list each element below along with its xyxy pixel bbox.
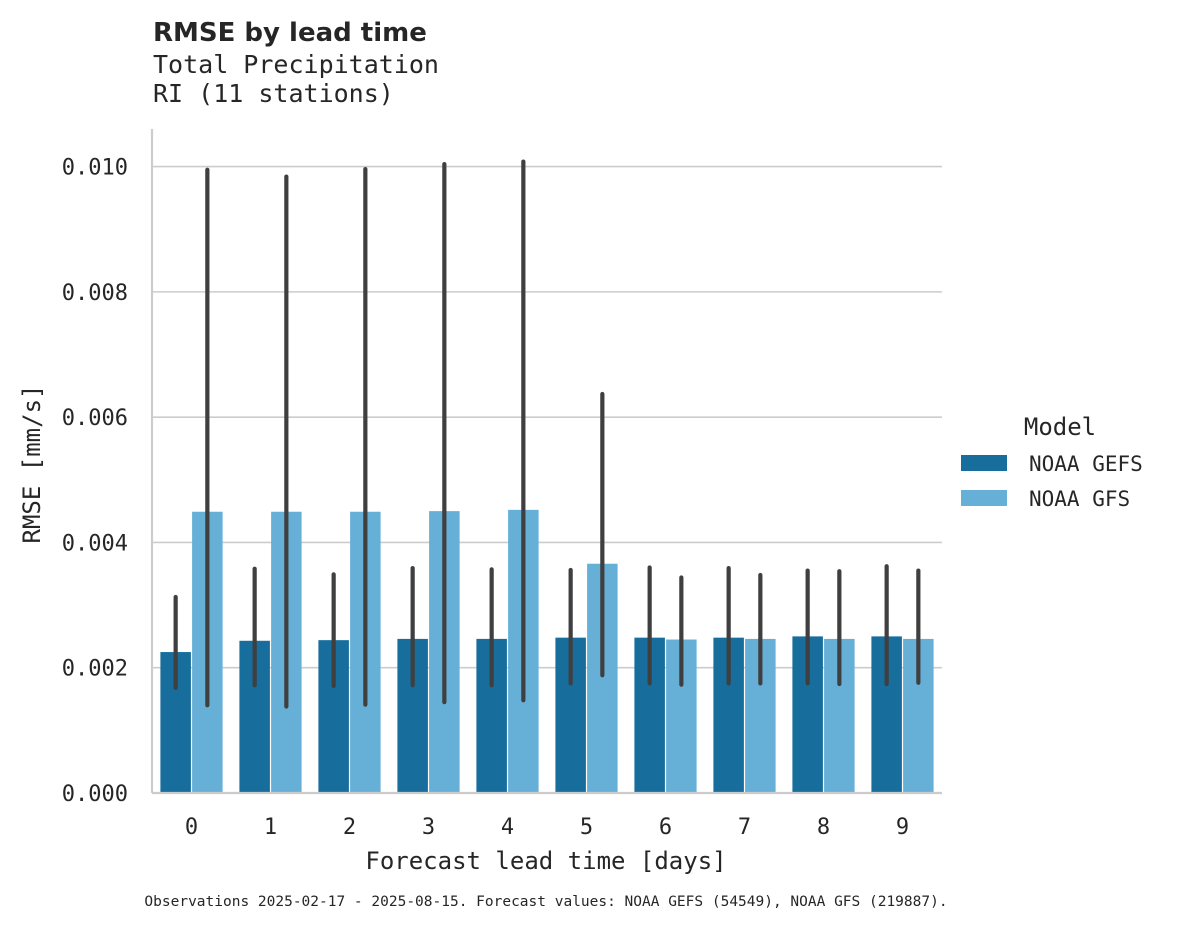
legend-label-noaa-gfs: NOAA GFS [1029, 487, 1130, 511]
x-tick-label-3: 3 [422, 815, 435, 840]
y-tick-label-1: 0.002 [62, 657, 128, 682]
y-axis-label: RMSE [mm/s] [18, 385, 46, 544]
x-tick-label-5: 5 [580, 815, 593, 840]
x-tick-label-1: 1 [264, 815, 277, 840]
chart-title: RMSE by lead time [153, 18, 427, 48]
x-tick-label-7: 7 [738, 815, 751, 840]
legend-label-noaa-gefs: NOAA GEFS [1029, 452, 1143, 476]
error-bars [173, 159, 921, 709]
legend-swatch-noaa-gefs [961, 455, 1007, 471]
x-tick-label-8: 8 [817, 815, 830, 840]
x-tick-label-0: 0 [185, 815, 198, 840]
y-tick-label-4: 0.008 [62, 281, 128, 306]
legend-title: Model [1024, 413, 1096, 441]
x-tick-label-4: 4 [501, 815, 514, 840]
gridlines [152, 165, 942, 669]
legend: Model NOAA GEFS NOAA GFS [961, 413, 1143, 511]
x-tick-labels: 0 1 2 3 4 5 6 7 8 9 [185, 815, 909, 840]
x-tick-label-2: 2 [343, 815, 356, 840]
x-axis-label: Forecast lead time [days] [365, 847, 726, 875]
y-tick-label-3: 0.006 [62, 406, 128, 431]
y-tick-labels: 0.000 0.002 0.004 0.006 0.008 0.010 [62, 156, 128, 807]
chart-subtitle-line-2: RI (11 stations) [153, 79, 394, 108]
y-tick-label-0: 0.000 [62, 782, 128, 807]
x-tick-label-6: 6 [659, 815, 672, 840]
footnote: Observations 2025-02-17 - 2025-08-15. Fo… [144, 894, 947, 910]
y-tick-label-5: 0.010 [62, 156, 128, 181]
legend-swatch-noaa-gfs [961, 490, 1007, 506]
y-tick-label-2: 0.004 [62, 531, 128, 556]
axes [150, 129, 942, 795]
bars [160, 509, 934, 793]
chart-subtitle-line-1: Total Precipitation [153, 50, 439, 79]
x-tick-label-9: 9 [896, 815, 909, 840]
